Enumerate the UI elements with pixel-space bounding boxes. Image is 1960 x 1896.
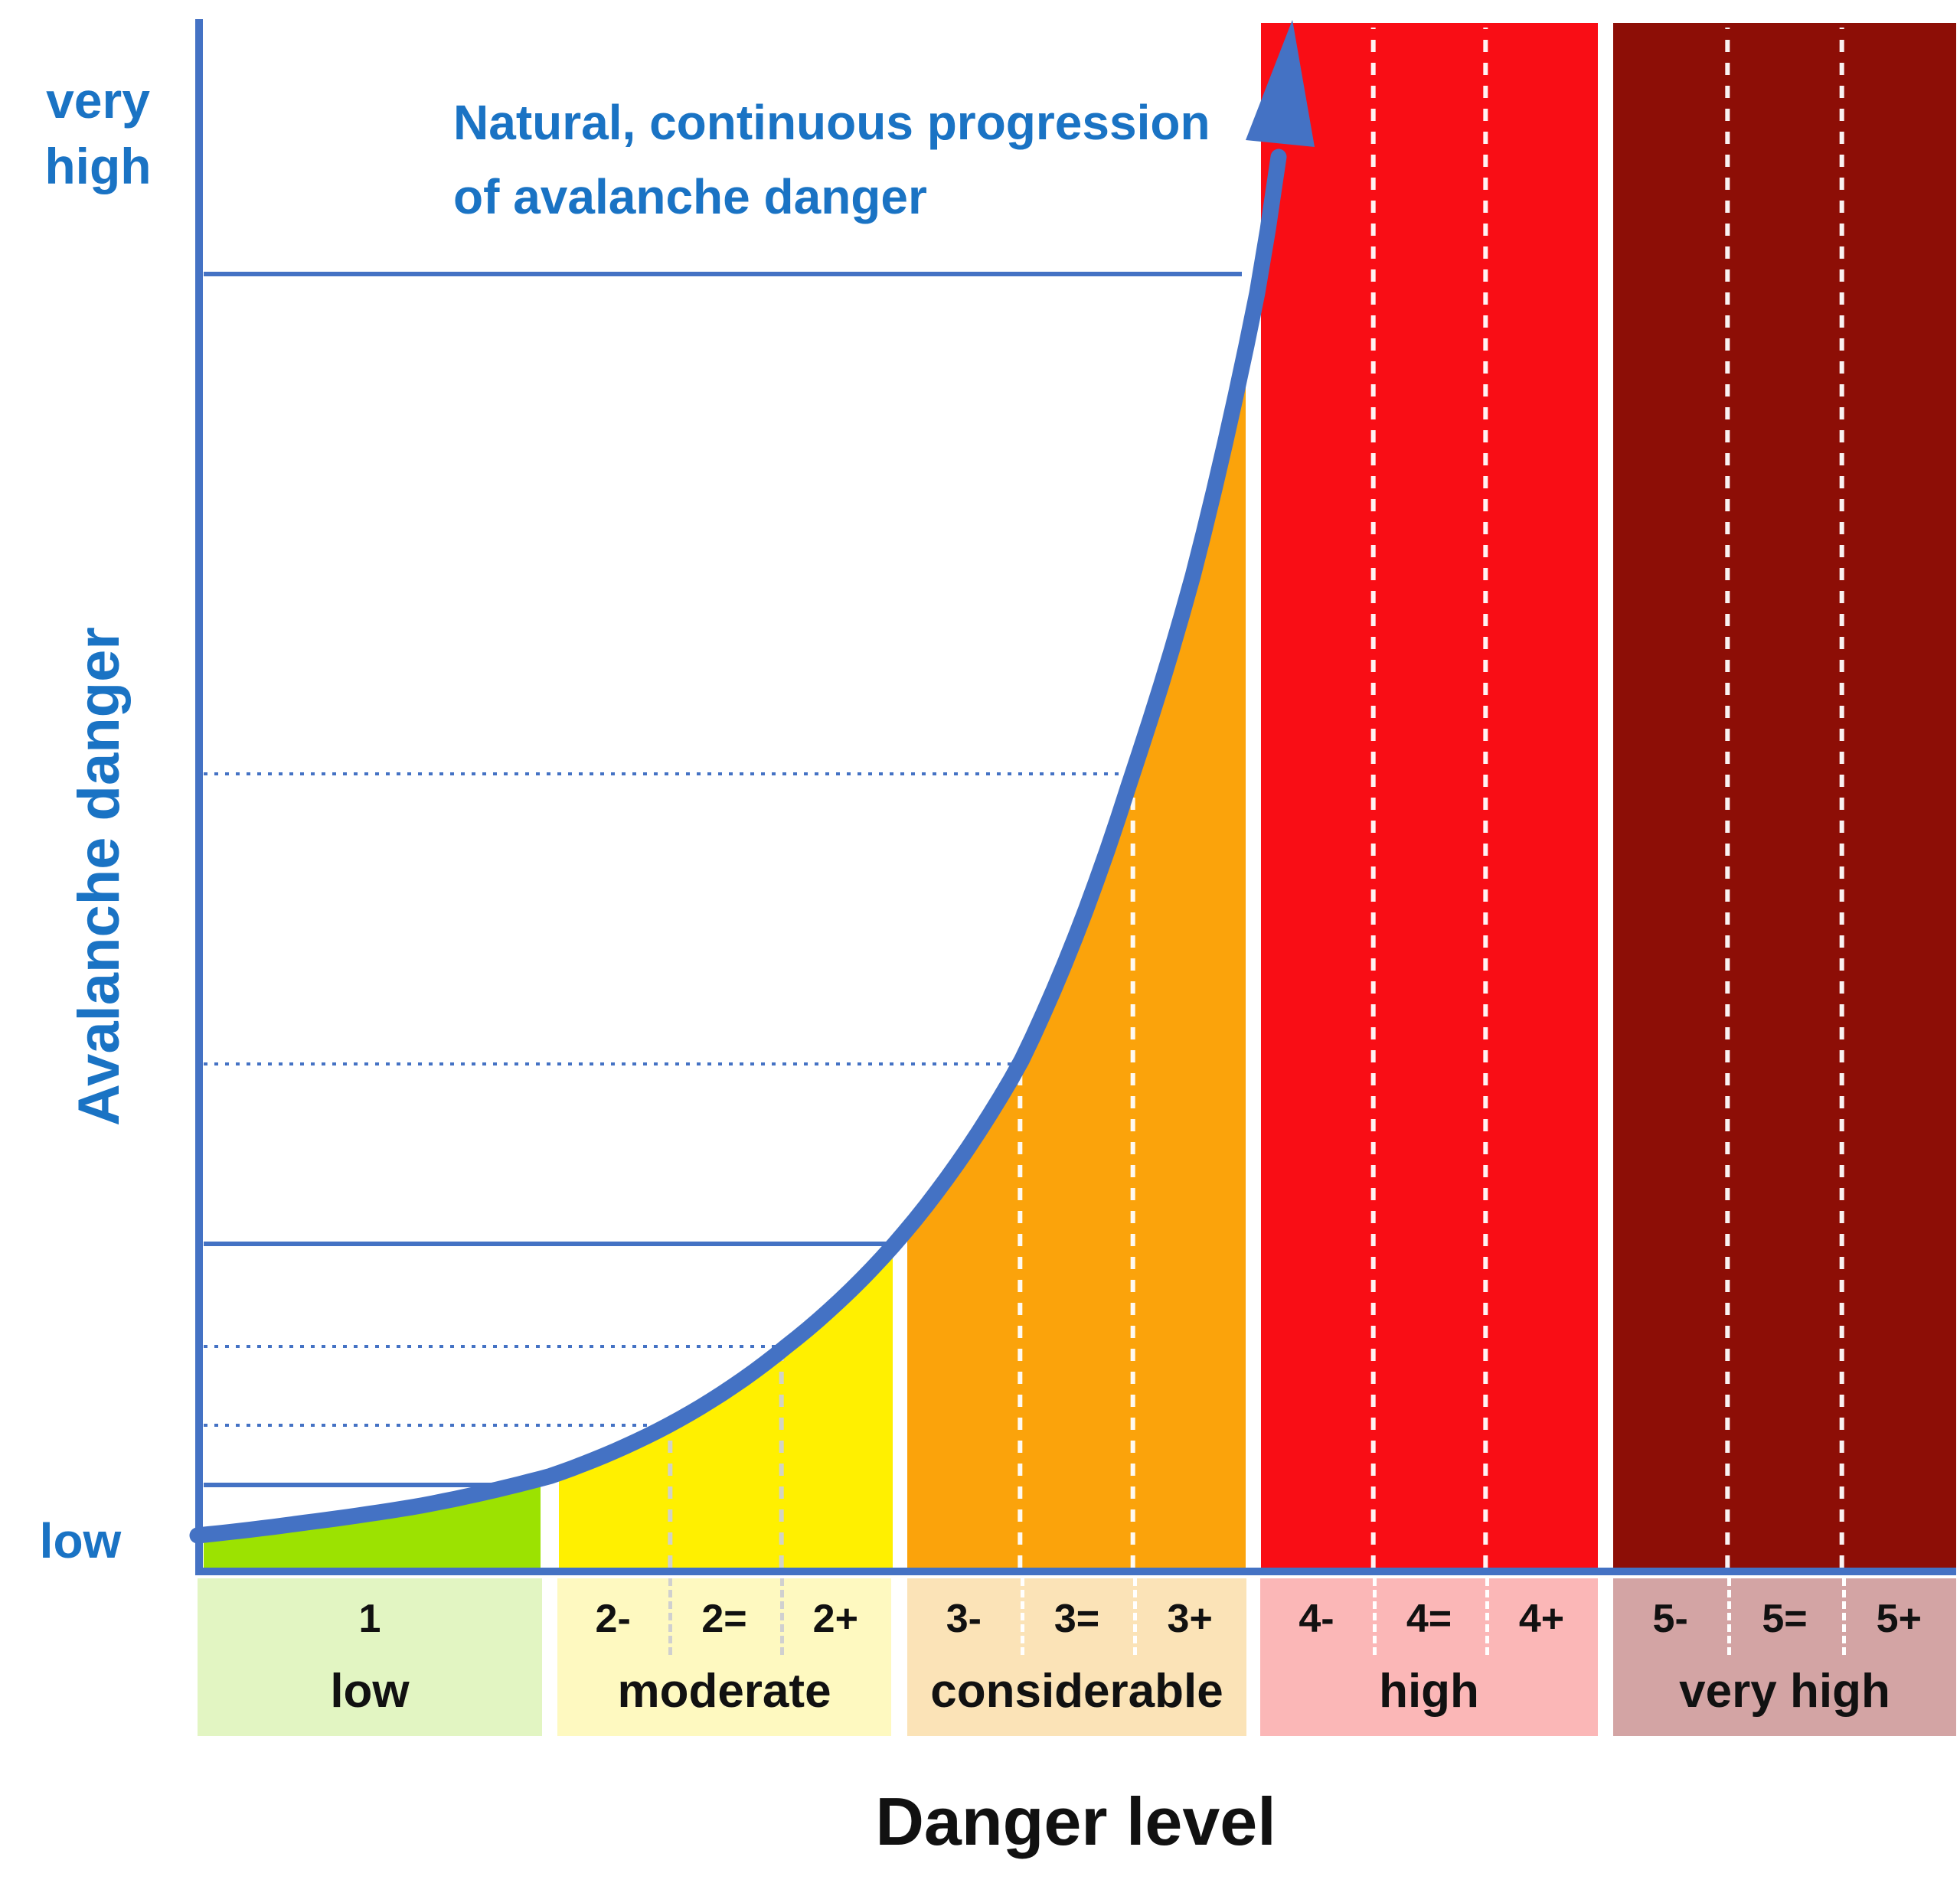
- sublevel-label: 5-: [1652, 1597, 1688, 1641]
- danger-area-very-high: [1613, 23, 1956, 1571]
- arrow-head-icon: [1246, 20, 1315, 147]
- y-axis-top-label-text: very high: [44, 72, 152, 194]
- sublevel-label: 5+: [1876, 1597, 1922, 1641]
- y-axis-bottom-label: low: [39, 1513, 122, 1568]
- level-band-high: 4- 4= 4+ high: [1260, 1578, 1598, 1736]
- level-name-label: moderate: [617, 1665, 831, 1718]
- sublevel-label: 2-: [595, 1597, 631, 1641]
- band-sublevel-separator: [1485, 1578, 1489, 1655]
- level-name-label: high: [1379, 1665, 1479, 1718]
- level-band-moderate: 2- 2= 2+ moderate: [557, 1578, 891, 1736]
- band-sublevel-separator: [1372, 1578, 1377, 1655]
- band-sublevel-separator: [668, 1578, 673, 1655]
- band-sublevel-separator: [1133, 1578, 1138, 1655]
- sublevel-label: 4+: [1518, 1597, 1565, 1641]
- sublevel-labels-row: 2- 2= 2+: [557, 1595, 891, 1643]
- sublevel-label: 1: [358, 1597, 381, 1641]
- progression-curve: [189, 148, 1287, 1544]
- sublevel-labels-row: 5- 5= 5+: [1613, 1595, 1956, 1643]
- x-axis-title: Danger level: [875, 1783, 1276, 1859]
- sublevel-label: 2=: [701, 1597, 747, 1641]
- sublevel-label: 3-: [946, 1597, 982, 1641]
- y-axis-line: [195, 19, 203, 1575]
- level-name-label: very high: [1679, 1665, 1890, 1718]
- level-band-low: 1 low: [198, 1578, 542, 1736]
- danger-area-considerable: [907, 349, 1246, 1571]
- sublevel-labels-row: 3- 3= 3+: [907, 1595, 1246, 1643]
- level-name-label: low: [330, 1665, 410, 1718]
- band-sublevel-separator: [779, 1578, 784, 1655]
- level-name-label: considerable: [930, 1665, 1223, 1718]
- curve-annotation: Natural, continuous progression of avala…: [453, 86, 1295, 234]
- band-sublevel-separator: [1841, 1578, 1846, 1655]
- sublevel-label: 3+: [1167, 1597, 1213, 1641]
- sublevel-label: 2+: [812, 1597, 858, 1641]
- band-sublevel-separator: [1727, 1578, 1732, 1655]
- sublevel-labels-row: 4- 4= 4+: [1260, 1595, 1598, 1643]
- sublevel-label: 5=: [1762, 1597, 1808, 1641]
- y-axis-title: Avalanche danger: [67, 627, 132, 1126]
- curve-annotation-line1: Natural, continuous progression: [453, 95, 1210, 150]
- danger-area-moderate: [559, 1246, 893, 1571]
- sublevel-label: 3=: [1054, 1597, 1100, 1641]
- level-band-very-high: 5- 5= 5+ very high: [1613, 1578, 1956, 1736]
- x-axis-line: [195, 1568, 1956, 1575]
- sublevel-label: 4-: [1298, 1597, 1334, 1641]
- sublevel-label: 4=: [1406, 1597, 1452, 1641]
- curve-annotation-line2: of avalanche danger: [453, 169, 927, 224]
- y-axis-top-label: very high: [21, 67, 175, 199]
- level-band-considerable: 3- 3= 3+ considerable: [907, 1578, 1246, 1736]
- danger-area-high: [1261, 23, 1598, 1571]
- sublevel-labels-row: 1: [198, 1595, 542, 1643]
- band-sublevel-separator: [1020, 1578, 1024, 1655]
